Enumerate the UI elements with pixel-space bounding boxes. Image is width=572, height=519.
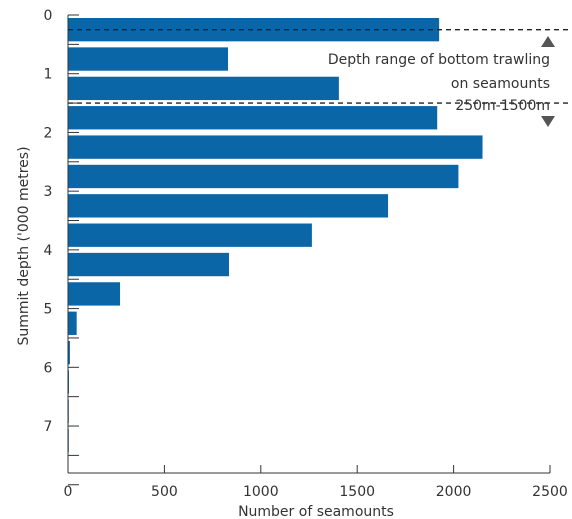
y-tick-label: 6 — [44, 360, 53, 376]
annotation-line-3: 250m-1500m — [455, 98, 550, 114]
bar-3.5-4 — [68, 223, 312, 247]
x-tick-label: 2000 — [436, 484, 472, 500]
annotation-line-2: on seamounts — [451, 76, 550, 92]
y-tick-label: 4 — [44, 243, 53, 259]
bar-1.5-2 — [68, 106, 438, 130]
bar-2-2.5 — [68, 135, 483, 159]
x-tick-label: 2500 — [532, 484, 568, 500]
y-tick-label: 2 — [44, 125, 53, 141]
x-axis-title: Number of seamounts — [238, 504, 394, 519]
range-down-arrow-icon — [541, 116, 555, 127]
axes: 0 500 1000 1500 2000 2500 0 1 2 3 4 5 6 7 — [44, 8, 568, 500]
bar-5-5.5 — [68, 311, 77, 335]
bar-3-3.5 — [68, 194, 389, 218]
range-up-arrow-icon — [541, 36, 555, 47]
bar-0-0.5 — [68, 18, 440, 42]
y-tick-label: 3 — [44, 184, 53, 200]
bar-2.5-3 — [68, 164, 459, 189]
bar-group — [68, 18, 483, 453]
x-tick-label: 1000 — [243, 484, 279, 500]
bar-5.5-6 — [68, 340, 70, 365]
x-tick-label: 1500 — [339, 484, 375, 500]
bar-0.5-1 — [68, 47, 229, 71]
trawling-annotation: Depth range of bottom trawling on seamou… — [328, 36, 555, 127]
annotation-line-1: Depth range of bottom trawling — [328, 52, 550, 68]
x-tick-label: 0 — [64, 484, 73, 500]
bar-4-4.5 — [68, 252, 229, 277]
y-tick-label: 0 — [44, 8, 53, 24]
x-tick-label: 500 — [151, 484, 178, 500]
trawling-range-lines — [68, 28, 570, 104]
bar-4.5-5 — [68, 282, 121, 306]
y-tick-label: 5 — [44, 302, 53, 318]
y-tick-label: 1 — [44, 67, 53, 83]
y-tick-label: 7 — [44, 419, 53, 435]
y-axis-title: Summit depth ('000 metres) — [16, 146, 32, 345]
bar-1-1.5 — [68, 76, 339, 101]
